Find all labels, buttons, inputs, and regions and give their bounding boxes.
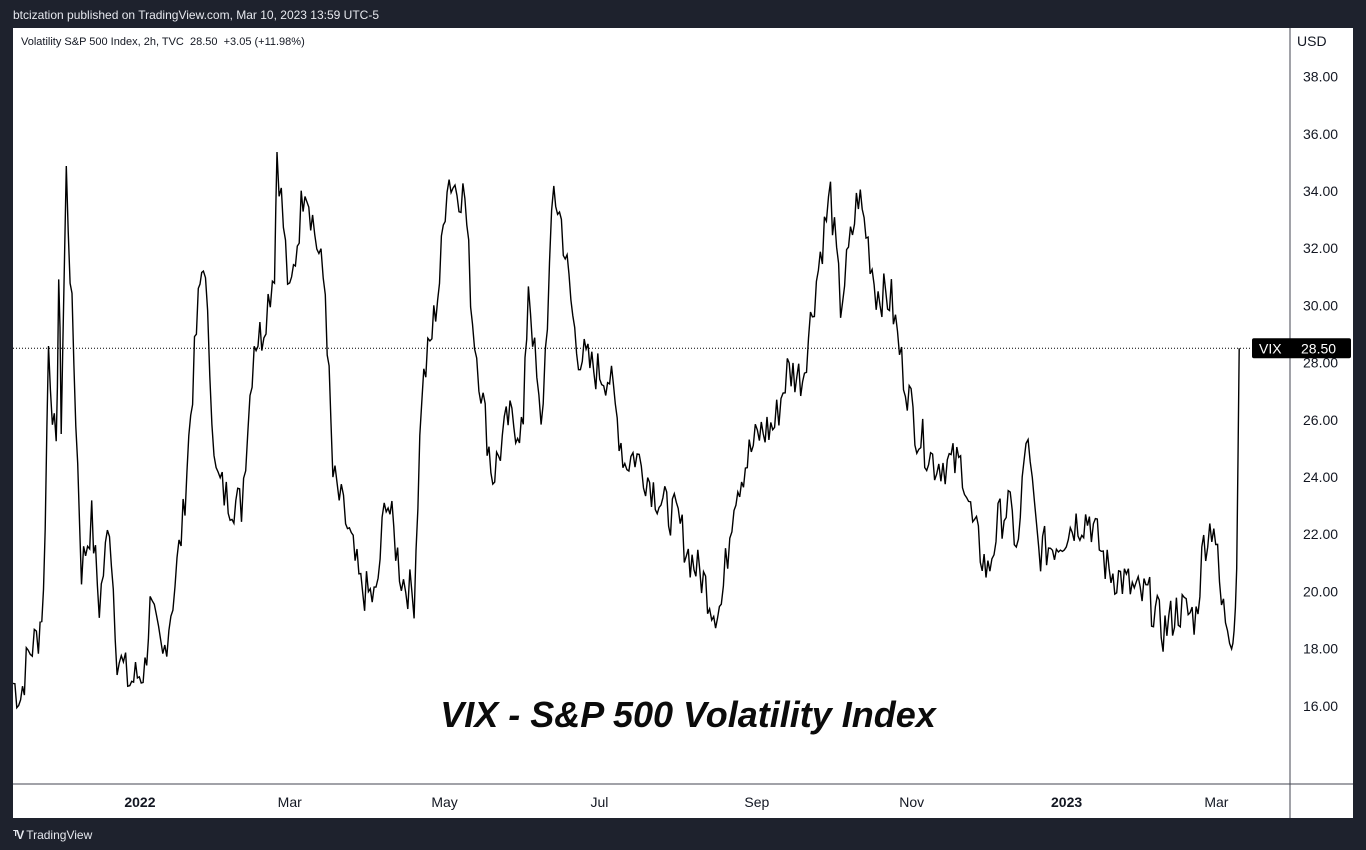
x-tick-label[interactable]: Sep xyxy=(744,794,769,810)
x-tick-label[interactable]: May xyxy=(431,794,457,810)
y-tick-label[interactable]: 18.00 xyxy=(1303,641,1338,657)
y-tick-label[interactable]: 34.00 xyxy=(1303,183,1338,199)
footer-brand-text: TradingView xyxy=(26,828,93,842)
y-tick-label[interactable]: 38.00 xyxy=(1303,69,1338,85)
x-tick-label[interactable]: Mar xyxy=(1204,794,1228,810)
publish-info-bar: btcization published on TradingView.com,… xyxy=(0,0,1366,28)
chart-panel[interactable]: 38.00 36.00 34.00 32.00 30.00 28.00 26.00 24.00… xyxy=(13,28,1353,818)
price-tag-symbol: VIX xyxy=(1259,340,1282,356)
y-tick-label[interactable]: 32.00 xyxy=(1303,240,1338,256)
publish-info-text: btcization published on TradingView.com,… xyxy=(13,8,379,22)
x-tick-label[interactable]: Mar xyxy=(278,794,302,810)
y-tick-label[interactable]: 26.00 xyxy=(1303,412,1338,428)
symbol-legend[interactable]: Volatility S&P 500 Index, 2h, TVC 28.50 … xyxy=(21,36,305,48)
tradingview-logo[interactable]: ᵀV TradingView xyxy=(13,828,92,842)
x-tick-label[interactable]: Jul xyxy=(591,794,609,810)
y-tick-label[interactable]: 36.00 xyxy=(1303,126,1338,142)
vix-line-chart[interactable]: 38.00 36.00 34.00 32.00 30.00 28.00 26.00 24.00… xyxy=(13,28,1353,818)
y-tick-label[interactable]: 20.00 xyxy=(1303,583,1338,599)
price-tag-value: 28.50 xyxy=(1301,340,1336,356)
y-tick-label[interactable]: 30.00 xyxy=(1303,297,1338,313)
x-tick-label[interactable]: 2023 xyxy=(1051,794,1082,810)
y-tick-label[interactable]: 28.00 xyxy=(1303,355,1338,371)
price-tag-background xyxy=(1252,338,1351,359)
y-tick-label[interactable]: 16.00 xyxy=(1303,698,1338,714)
tradingview-logo-icon: ᵀV xyxy=(13,828,24,842)
last-price-tag[interactable]: VIX 28.50 xyxy=(1252,338,1351,359)
y-tick-label[interactable]: 24.00 xyxy=(1303,469,1338,485)
x-tick-label[interactable]: 2022 xyxy=(124,794,155,810)
currency-unit-label[interactable]: USD xyxy=(1297,33,1327,49)
x-tick-label[interactable]: Nov xyxy=(899,794,924,810)
y-tick-label[interactable]: 22.00 xyxy=(1303,526,1338,542)
footer-bar: ᵀV TradingView xyxy=(0,818,1366,850)
vix-series-line[interactable] xyxy=(13,151,1240,710)
